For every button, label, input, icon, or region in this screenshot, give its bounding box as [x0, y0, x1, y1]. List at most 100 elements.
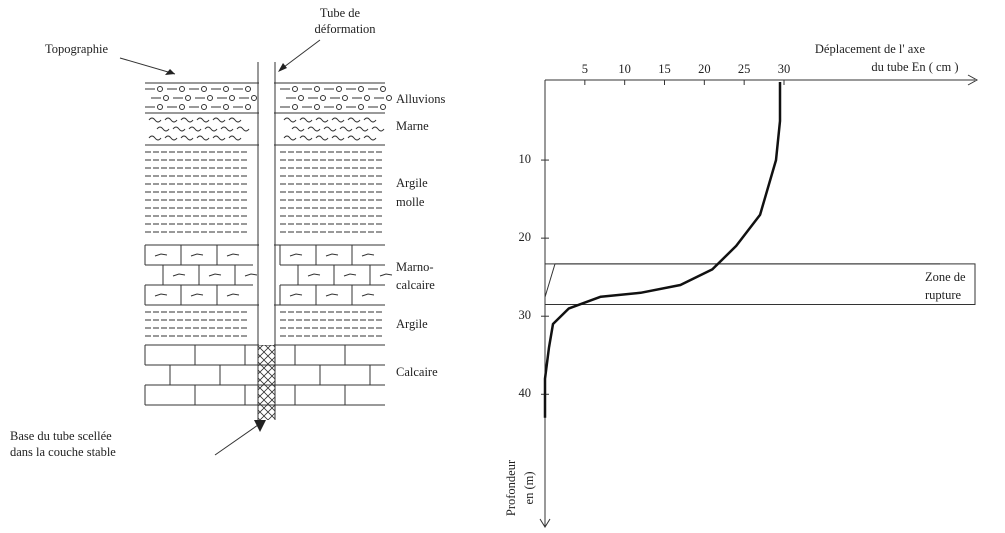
y-tick-label: 30: [519, 308, 532, 322]
brick-mark: [361, 253, 375, 257]
marl: [331, 117, 345, 123]
x-axis-title: Déplacement de l' axe: [815, 42, 926, 56]
tube-label: déformation: [314, 22, 376, 36]
base-label: dans la couche stable: [10, 445, 116, 459]
layer-label: Calcaire: [396, 365, 438, 379]
brick-mark: [289, 293, 303, 297]
gravel: [207, 95, 213, 101]
annotation: rupture: [925, 288, 962, 302]
base-label: Base du tube scellée: [10, 429, 112, 443]
brick-mark: [190, 253, 204, 257]
marl: [371, 126, 385, 132]
marl: [315, 135, 329, 141]
gravel: [229, 95, 235, 101]
marl: [283, 117, 297, 123]
gravel: [342, 95, 348, 101]
marl: [172, 126, 186, 132]
rupture-zone: [544, 263, 976, 305]
marl: [299, 117, 313, 123]
marl: [220, 126, 234, 132]
brick-mark: [361, 293, 375, 297]
topo-arrow: [119, 57, 176, 75]
gravel: [380, 104, 386, 110]
gravel: [163, 95, 169, 101]
brick-mark: [226, 293, 240, 297]
brick-mark: [307, 273, 321, 277]
layer-label: calcaire: [396, 278, 435, 292]
arrowhead: [278, 63, 287, 72]
gravel: [364, 95, 370, 101]
brick-mark: [172, 273, 186, 277]
marl: [307, 126, 321, 132]
y-axis-title: en (m): [522, 472, 536, 505]
gravel: [336, 104, 342, 110]
brick-mark: [154, 253, 168, 257]
gravel: [251, 95, 257, 101]
gravel: [314, 104, 320, 110]
x-tick-label: 30: [778, 62, 791, 76]
marl: [228, 117, 242, 123]
brick-mark: [244, 273, 258, 277]
marl: [347, 135, 361, 141]
x-tick-label: 10: [618, 62, 631, 76]
gravel: [380, 86, 386, 92]
gravel: [292, 104, 298, 110]
gravel: [245, 104, 251, 110]
brick-mark: [289, 253, 303, 257]
layer-label: Argile: [396, 176, 428, 190]
gravel: [157, 104, 163, 110]
marl: [148, 135, 162, 141]
gravel: [320, 95, 326, 101]
x-tick-label: 20: [698, 62, 711, 76]
gravel: [386, 95, 392, 101]
marl: [299, 135, 313, 141]
gravel: [223, 104, 229, 110]
marl: [291, 126, 305, 132]
y-tick-label: 20: [519, 230, 532, 244]
brick-mark: [226, 253, 240, 257]
gravel: [358, 104, 364, 110]
marl: [331, 135, 345, 141]
gravel: [157, 86, 163, 92]
marl: [204, 126, 218, 132]
x-axis-title: du tube En ( cm ): [871, 60, 958, 74]
brick-mark: [325, 293, 339, 297]
tube-gap: [259, 62, 274, 345]
marl: [323, 126, 337, 132]
marl: [339, 126, 353, 132]
marl: [347, 117, 361, 123]
marl: [212, 117, 226, 123]
chart: 5 10 15 20 25 30 10 20 30 40 Déplacement de l' axe…: [504, 42, 979, 528]
arrowhead: [165, 69, 175, 75]
marl: [156, 126, 170, 132]
base-arrow: [214, 424, 259, 456]
zone-hatch: [544, 263, 556, 298]
marl: [283, 135, 297, 141]
brick-mark: [343, 273, 357, 277]
displacement-curve: [543, 82, 782, 418]
layer-label: Alluvions: [396, 92, 445, 106]
brick-mark: [208, 273, 222, 277]
marl: [148, 117, 162, 123]
marl: [315, 117, 329, 123]
gravel: [314, 86, 320, 92]
marl: [196, 135, 210, 141]
x-tick-label: 25: [738, 62, 751, 76]
y-tick-label: 10: [519, 152, 532, 166]
tube-base: [254, 420, 266, 432]
marl: [236, 126, 250, 132]
x-tick-label: 15: [658, 62, 671, 76]
brick-mark: [190, 293, 204, 297]
gravel: [298, 95, 304, 101]
marl: [188, 126, 202, 132]
gravel: [179, 86, 185, 92]
y-tick-label: 40: [519, 386, 532, 400]
strata: Alluvions Marne Argile molle Marno-calcaire A…: [144, 62, 445, 420]
marl: [180, 117, 194, 123]
gravel: [179, 104, 185, 110]
marl: [212, 135, 226, 141]
gravel: [185, 95, 191, 101]
tube-arrow: [279, 39, 321, 71]
gravel: [292, 86, 298, 92]
